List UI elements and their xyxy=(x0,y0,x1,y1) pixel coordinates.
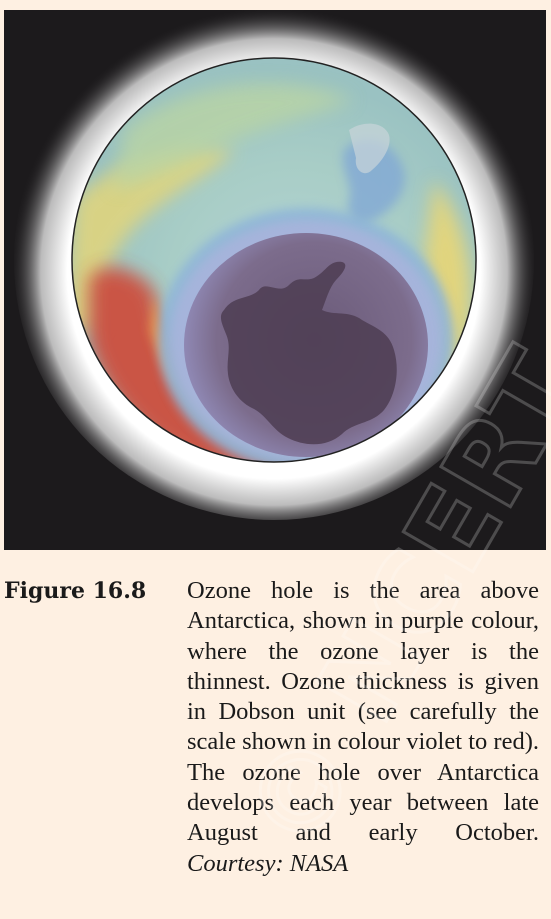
antarctica-continent xyxy=(220,261,397,445)
yellow-band-left xyxy=(72,147,234,330)
ozone-hole-figure xyxy=(4,10,546,550)
yellow-band-right xyxy=(374,180,472,462)
globe-outline xyxy=(71,57,477,463)
figure-label: Figure 16.8 xyxy=(4,578,147,604)
land-patch-top-right xyxy=(349,123,390,174)
green-band-top xyxy=(114,83,354,190)
ozone-globe-image xyxy=(14,10,534,520)
caption-credit: Courtesy: NASA xyxy=(187,849,349,877)
caption-body: Ozone hole is the area above Antarctica,… xyxy=(187,577,539,847)
caption-text: Ozone hole is the area above Antarctica,… xyxy=(187,576,539,879)
